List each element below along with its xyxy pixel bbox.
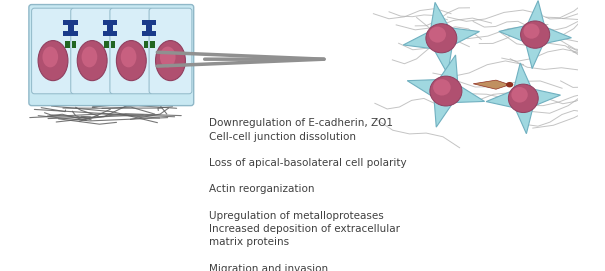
Text: matrix proteins: matrix proteins: [209, 237, 289, 247]
Bar: [65, 41, 70, 48]
Text: Increased deposition of extracellular: Increased deposition of extracellular: [209, 224, 400, 234]
Text: Cell-cell junction dissolution: Cell-cell junction dissolution: [209, 132, 356, 141]
Ellipse shape: [38, 41, 68, 81]
Text: Downregulation of E-cadherin, ZO1: Downregulation of E-cadherin, ZO1: [209, 118, 393, 128]
Text: Loss of apical-basolateral cell polarity: Loss of apical-basolateral cell polarity: [209, 158, 407, 168]
Text: Upregulation of metalloproteases: Upregulation of metalloproteases: [209, 211, 384, 221]
Bar: [142, 20, 156, 25]
Bar: [146, 20, 152, 36]
Polygon shape: [473, 80, 509, 89]
FancyBboxPatch shape: [29, 5, 194, 106]
Ellipse shape: [155, 41, 185, 81]
Ellipse shape: [77, 41, 107, 81]
Ellipse shape: [42, 47, 58, 67]
Ellipse shape: [116, 41, 146, 81]
Polygon shape: [404, 2, 480, 74]
Text: Actin reorganization: Actin reorganization: [209, 184, 315, 194]
FancyBboxPatch shape: [31, 8, 74, 94]
Polygon shape: [499, 1, 572, 69]
Ellipse shape: [433, 79, 451, 96]
FancyBboxPatch shape: [110, 8, 152, 94]
Ellipse shape: [523, 24, 540, 39]
Polygon shape: [407, 55, 485, 127]
Polygon shape: [486, 63, 560, 134]
FancyBboxPatch shape: [71, 8, 114, 94]
Ellipse shape: [121, 47, 137, 67]
Bar: [64, 20, 78, 25]
Ellipse shape: [508, 84, 538, 112]
Ellipse shape: [520, 21, 550, 48]
Ellipse shape: [426, 24, 457, 53]
Bar: [107, 20, 113, 36]
FancyBboxPatch shape: [149, 8, 192, 94]
Ellipse shape: [511, 87, 528, 103]
Ellipse shape: [160, 47, 175, 67]
Bar: [143, 41, 148, 48]
Text: Migration and invasion: Migration and invasion: [209, 264, 329, 271]
Bar: [103, 31, 117, 36]
Ellipse shape: [429, 27, 446, 43]
Bar: [68, 20, 73, 36]
Bar: [150, 41, 154, 48]
Bar: [111, 41, 116, 48]
Ellipse shape: [82, 47, 97, 67]
Bar: [142, 31, 156, 36]
Ellipse shape: [506, 82, 513, 88]
Bar: [64, 31, 78, 36]
Bar: [71, 41, 76, 48]
Bar: [105, 41, 109, 48]
Ellipse shape: [430, 76, 462, 106]
Bar: [103, 20, 117, 25]
